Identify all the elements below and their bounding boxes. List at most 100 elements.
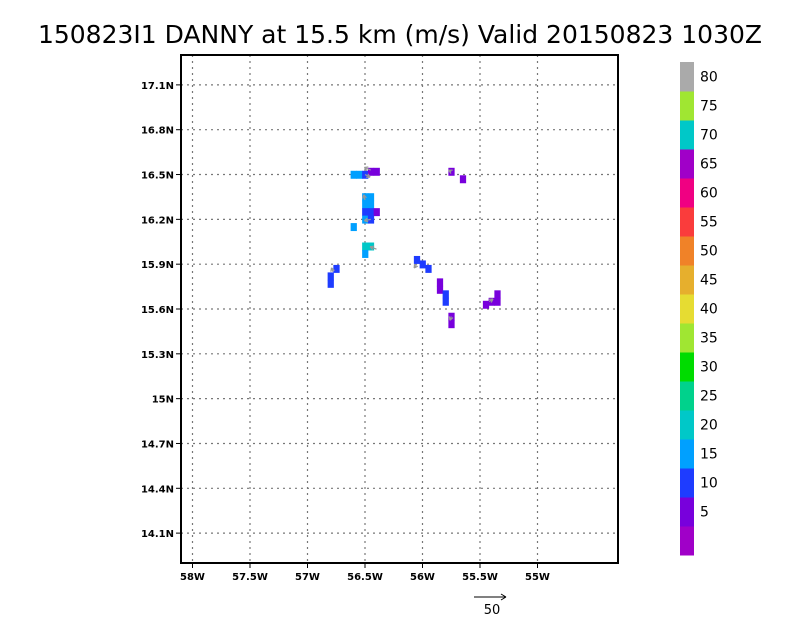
colorbar-segment xyxy=(680,410,694,440)
chart-title: 150823I1 DANNY at 15.5 km (m/s) Valid 20… xyxy=(38,20,762,49)
colorbar-segment xyxy=(680,323,694,353)
colorbar-segment xyxy=(680,526,694,556)
wind-speed-cell xyxy=(367,208,375,217)
reference-arrowhead-icon xyxy=(500,593,507,601)
wind-speed-cell xyxy=(425,264,432,273)
colorbar-segment xyxy=(680,468,694,498)
y-tick-label: 16.5N xyxy=(141,171,174,182)
colorbar-segment xyxy=(680,178,694,208)
wind-vector-head xyxy=(448,316,454,321)
reference-vector-label: 50 xyxy=(484,603,501,618)
colorbar-segment xyxy=(680,265,694,295)
wind-speed-cell xyxy=(442,290,449,299)
wind-speed-cell xyxy=(362,200,369,209)
x-tick-label: 55.5W xyxy=(462,572,498,583)
wind-speed-cell xyxy=(362,208,369,217)
y-tick-label: 14.1N xyxy=(141,529,174,540)
colorbar-label: 80 xyxy=(700,70,718,86)
grid-lines xyxy=(181,55,618,563)
colorbar-label: 55 xyxy=(700,215,718,231)
wind-speed-cell xyxy=(333,264,340,273)
wind-speed-cell xyxy=(419,260,426,269)
colorbar-segment xyxy=(680,352,694,382)
colorbar-label: 75 xyxy=(700,99,718,115)
wind-speed-cell xyxy=(448,320,455,329)
wind-speed-cells xyxy=(327,167,501,329)
wind-vectors xyxy=(330,166,494,321)
colorbar-segment xyxy=(680,62,694,92)
wind-speed-cell xyxy=(436,285,444,294)
wind-speed-cell xyxy=(367,167,375,176)
y-tick-label: 15.6N xyxy=(141,305,174,316)
wind-speed-cell xyxy=(327,279,334,288)
colorbar-segment xyxy=(680,149,694,179)
colorbar-label: 25 xyxy=(700,389,718,405)
wind-speed-cell xyxy=(373,208,380,217)
colorbar-label: 20 xyxy=(700,418,718,434)
plot-frame xyxy=(180,54,619,564)
wind-speed-cell xyxy=(442,297,449,306)
wind-speed-cell xyxy=(327,272,334,281)
wind-speed-cell xyxy=(350,223,357,232)
reference-vector: 50 xyxy=(474,593,507,618)
wind-speed-cell xyxy=(494,297,501,306)
wind-speed-cell xyxy=(362,249,369,258)
colorbar-segment xyxy=(680,91,694,121)
wind-vector-head xyxy=(369,245,375,251)
wind-speed-cell xyxy=(356,170,363,179)
wind-vector-head xyxy=(363,166,369,171)
colorbar-segment xyxy=(680,294,694,324)
colorbar-segment xyxy=(680,439,694,469)
y-tick-label: 14.7N xyxy=(141,439,174,450)
x-tick-label: 57W xyxy=(295,572,320,583)
wind-speed-cell xyxy=(448,167,455,176)
y-axis: 17.1N 16.8N 16.5N 16.2N 15.9N 15.6N 15.3N 15N 14… xyxy=(141,81,181,540)
wind-speed-cell xyxy=(350,170,357,179)
y-tick-label: 14.4N xyxy=(141,484,174,495)
wind-vector-head xyxy=(448,169,453,174)
colorbar-segment xyxy=(680,497,694,527)
wind-vector-head xyxy=(362,194,367,199)
y-tick-label: 17.1N xyxy=(141,81,174,92)
y-tick-label: 16.8N xyxy=(141,126,174,137)
wind-speed-cell xyxy=(459,175,467,184)
colorbar-label: 50 xyxy=(700,244,718,260)
colorbar-segment xyxy=(680,207,694,237)
x-tick-label: 57.5W xyxy=(232,572,268,583)
colorbar-label: 35 xyxy=(700,331,718,347)
y-tick-label: 15.9N xyxy=(141,260,174,271)
wind-speed-cell xyxy=(367,200,375,209)
wind-speed-cell xyxy=(482,300,490,309)
y-tick-label: 16.2N xyxy=(141,215,174,226)
wind-vector-head xyxy=(330,267,335,272)
wind-vector-head xyxy=(413,263,419,269)
x-tick-label: 56.5W xyxy=(347,572,383,583)
x-axis: 58W 57.5W 57W 56.5W 56W 55.5W 55W xyxy=(180,563,550,583)
colorbar-label: 10 xyxy=(700,476,718,492)
wind-speed-cell xyxy=(367,215,375,224)
wind-vector-head xyxy=(366,173,371,178)
wind-speed-cell xyxy=(494,290,501,299)
colorbar-label: 45 xyxy=(700,273,718,289)
wind-speed-cell xyxy=(373,167,380,176)
x-tick-label: 55W xyxy=(525,572,550,583)
wind-speed-cell xyxy=(413,255,421,264)
wind-speed-cell xyxy=(436,278,444,287)
colorbar: 5 10 15 20 25 30 35 40 45 50 55 60 65 70 75 80 xyxy=(680,62,718,556)
colorbar-label: 70 xyxy=(700,128,718,144)
colorbar-label: 65 xyxy=(700,157,718,173)
colorbar-label: 15 xyxy=(700,447,718,463)
wind-speed-cell xyxy=(362,242,369,251)
colorbar-segment xyxy=(680,236,694,266)
colorbar-label: 60 xyxy=(700,186,718,202)
wind-speed-cell xyxy=(367,193,375,202)
y-tick-label: 15N xyxy=(152,395,174,406)
x-tick-label: 56W xyxy=(410,572,435,583)
x-tick-label: 58W xyxy=(180,572,205,583)
colorbar-label: 30 xyxy=(700,360,718,376)
colorbar-segment xyxy=(680,120,694,150)
wind-vector-head xyxy=(489,298,494,303)
colorbar-label: 40 xyxy=(700,302,718,318)
colorbar-label: 5 xyxy=(700,505,709,521)
